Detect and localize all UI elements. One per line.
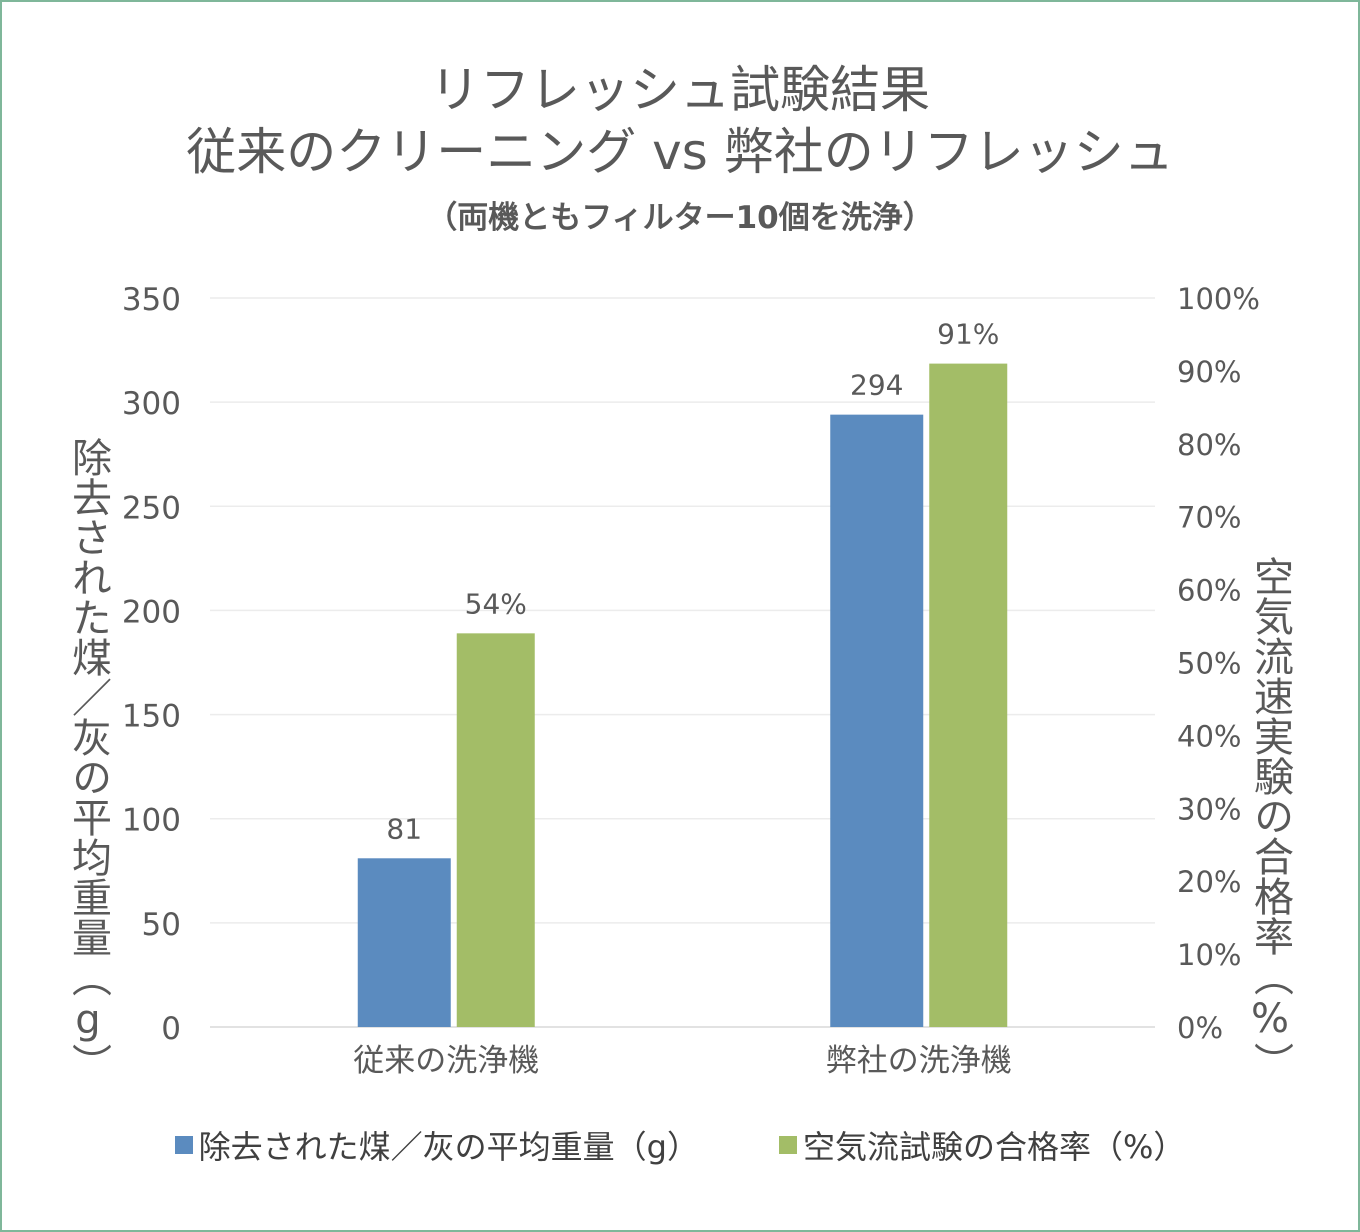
data-label: 294 <box>850 369 903 402</box>
y-tick-label-right: 30% <box>1177 792 1241 826</box>
y-tick-label-right: 10% <box>1177 938 1241 972</box>
legend-label-weight: 除去された煤／灰の平均重量（g） <box>198 1128 699 1166</box>
y-axis-label-right: 空気流速実験の合格率（%） <box>1247 556 1293 1082</box>
y-tick-label-left: 50 <box>142 907 181 943</box>
y-tick-label-right: 80% <box>1177 428 1241 462</box>
chart-title-line2: 従来のクリーニング vs 弊社のリフレッシュ <box>186 123 1174 181</box>
x-tick-label: 従来の洗浄機 <box>353 1043 539 1079</box>
bar-weight-0 <box>357 858 451 1027</box>
y-tick-label-left: 350 <box>122 282 181 318</box>
x-tick-label: 弊社の洗浄機 <box>826 1043 1012 1079</box>
legend: 除去された煤／灰の平均重量（g） 空気流試験の合格率（%） <box>0 1122 1360 1168</box>
legend-item-weight: 除去された煤／灰の平均重量（g） <box>174 1122 699 1168</box>
y-tick-label-left: 200 <box>122 594 181 630</box>
y-tick-label-right: 20% <box>1177 865 1241 899</box>
chart-subtitle: （両機ともフィルター10個を洗浄） <box>426 200 934 236</box>
legend-swatch-passrate <box>778 1136 797 1154</box>
bar-weight-1 <box>830 414 924 1027</box>
y-tick-label-right: 0% <box>1177 1011 1223 1045</box>
legend-swatch-weight <box>174 1136 193 1154</box>
y-axis-label-left: 除去された煤／灰の平均重量（g） <box>65 437 111 1083</box>
y-tick-label-right: 40% <box>1177 719 1241 753</box>
legend-label-passrate: 空気流試験の合格率（%） <box>802 1128 1186 1166</box>
y-tick-label-right: 60% <box>1177 574 1241 608</box>
data-label: 54% <box>465 587 527 620</box>
data-label: 91% <box>937 318 999 351</box>
y-tick-label-right: 50% <box>1177 647 1241 681</box>
y-tick-label-left: 300 <box>122 386 181 422</box>
y-tick-label-left: 250 <box>122 490 181 526</box>
chart-title: リフレッシュ試験結果 <box>430 61 930 119</box>
y-tick-label-left: 100 <box>122 803 181 839</box>
legend-item-passrate: 空気流試験の合格率（%） <box>778 1122 1186 1168</box>
y-tick-label-left: 0 <box>161 1011 181 1047</box>
y-tick-label-right: 90% <box>1177 355 1241 389</box>
y-tick-label-right: 70% <box>1177 501 1241 535</box>
bar-passrate-1 <box>929 363 1008 1027</box>
data-label: 81 <box>386 812 422 845</box>
bar-passrate-0 <box>456 633 535 1027</box>
y-tick-label-right: 100% <box>1177 282 1260 316</box>
y-tick-label-left: 150 <box>122 699 181 735</box>
